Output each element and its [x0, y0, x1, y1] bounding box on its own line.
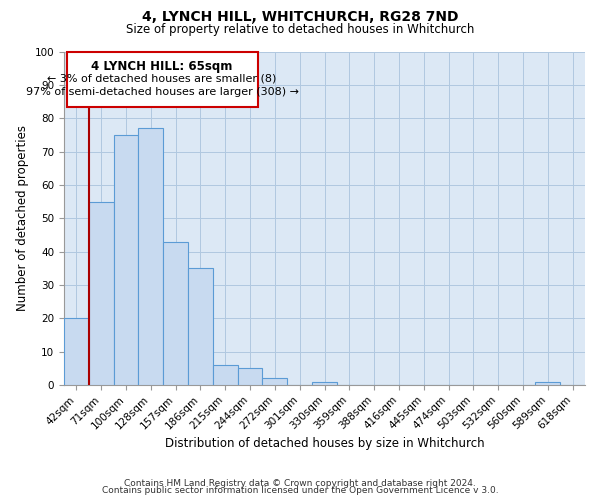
Bar [64, 318, 89, 385]
Text: 4, LYNCH HILL, WHITCHURCH, RG28 7ND: 4, LYNCH HILL, WHITCHURCH, RG28 7ND [142, 10, 458, 24]
Bar [213, 365, 238, 385]
Bar [113, 135, 139, 385]
Bar [312, 382, 337, 385]
Bar [89, 202, 113, 385]
Y-axis label: Number of detached properties: Number of detached properties [16, 125, 29, 311]
Text: Contains public sector information licensed under the Open Government Licence v : Contains public sector information licen… [101, 486, 499, 495]
Text: 97% of semi-detached houses are larger (308) →: 97% of semi-detached houses are larger (… [26, 86, 299, 97]
Bar [163, 242, 188, 385]
Bar [139, 128, 163, 385]
Text: 4 LYNCH HILL: 65sqm: 4 LYNCH HILL: 65sqm [91, 60, 233, 73]
Text: ← 3% of detached houses are smaller (8): ← 3% of detached houses are smaller (8) [47, 73, 277, 83]
Bar [535, 382, 560, 385]
Text: Size of property relative to detached houses in Whitchurch: Size of property relative to detached ho… [126, 22, 474, 36]
Bar [262, 378, 287, 385]
Bar [188, 268, 213, 385]
FancyBboxPatch shape [67, 52, 257, 106]
X-axis label: Distribution of detached houses by size in Whitchurch: Distribution of detached houses by size … [165, 437, 484, 450]
Bar [238, 368, 262, 385]
Text: Contains HM Land Registry data © Crown copyright and database right 2024.: Contains HM Land Registry data © Crown c… [124, 478, 476, 488]
